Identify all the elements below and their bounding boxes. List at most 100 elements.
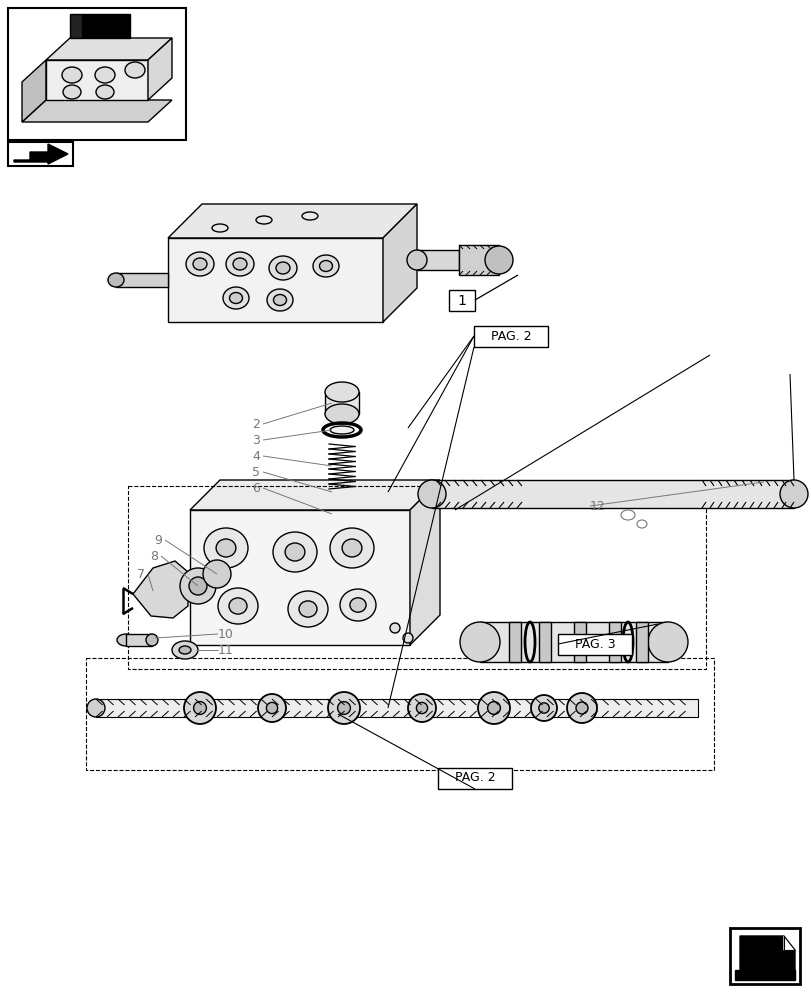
Ellipse shape <box>233 258 247 270</box>
Ellipse shape <box>575 702 587 714</box>
Bar <box>128 486 705 669</box>
Ellipse shape <box>647 622 687 662</box>
Polygon shape <box>739 936 794 970</box>
Ellipse shape <box>180 568 216 604</box>
Ellipse shape <box>62 67 82 83</box>
Ellipse shape <box>225 252 254 276</box>
Ellipse shape <box>484 246 513 274</box>
Text: 9: 9 <box>154 534 162 546</box>
Ellipse shape <box>328 503 355 517</box>
Text: 4: 4 <box>251 450 260 462</box>
Ellipse shape <box>273 294 286 306</box>
Ellipse shape <box>125 62 145 78</box>
Text: 2: 2 <box>251 418 260 430</box>
Ellipse shape <box>329 528 374 568</box>
Ellipse shape <box>460 622 500 662</box>
Polygon shape <box>190 480 440 510</box>
Ellipse shape <box>324 382 358 402</box>
Text: 6: 6 <box>251 482 260 494</box>
Ellipse shape <box>418 480 445 508</box>
Ellipse shape <box>276 262 290 274</box>
Bar <box>508 622 521 662</box>
Polygon shape <box>70 14 82 38</box>
Ellipse shape <box>186 252 214 276</box>
Text: PAG. 3: PAG. 3 <box>574 638 615 650</box>
Bar <box>448 290 474 311</box>
Bar <box>116 273 168 287</box>
Bar <box>635 622 647 662</box>
Ellipse shape <box>230 292 242 304</box>
Ellipse shape <box>566 693 596 723</box>
Polygon shape <box>22 100 172 122</box>
Ellipse shape <box>312 255 338 277</box>
Ellipse shape <box>193 702 206 714</box>
Ellipse shape <box>329 426 354 434</box>
Bar <box>539 622 551 662</box>
Polygon shape <box>82 14 130 38</box>
Polygon shape <box>148 38 172 100</box>
Bar <box>458 245 499 275</box>
Ellipse shape <box>272 532 316 572</box>
Ellipse shape <box>178 646 191 654</box>
Text: 10: 10 <box>217 628 234 641</box>
Ellipse shape <box>217 588 258 624</box>
Ellipse shape <box>328 692 359 724</box>
Text: 12: 12 <box>590 499 605 512</box>
Polygon shape <box>46 60 148 100</box>
Ellipse shape <box>530 695 556 721</box>
Ellipse shape <box>108 273 124 287</box>
Ellipse shape <box>324 404 358 424</box>
Bar <box>8 142 73 166</box>
Ellipse shape <box>407 694 436 722</box>
Polygon shape <box>22 60 46 122</box>
Bar <box>417 250 458 270</box>
Polygon shape <box>46 38 172 60</box>
Ellipse shape <box>268 256 297 280</box>
Polygon shape <box>168 204 417 238</box>
Ellipse shape <box>184 692 216 724</box>
Ellipse shape <box>117 634 135 646</box>
Text: PAG. 2: PAG. 2 <box>490 330 530 342</box>
Bar <box>8 8 186 140</box>
Polygon shape <box>133 561 188 618</box>
Ellipse shape <box>319 260 332 271</box>
Ellipse shape <box>285 543 304 561</box>
Ellipse shape <box>539 703 548 713</box>
Bar <box>608 622 620 662</box>
Ellipse shape <box>779 480 807 508</box>
Ellipse shape <box>216 539 236 557</box>
Polygon shape <box>783 936 794 950</box>
Bar <box>437 768 512 789</box>
Ellipse shape <box>487 702 500 714</box>
Polygon shape <box>168 238 383 322</box>
Ellipse shape <box>288 591 328 627</box>
Ellipse shape <box>189 577 207 595</box>
Ellipse shape <box>266 702 277 714</box>
Ellipse shape <box>350 598 366 612</box>
Ellipse shape <box>172 641 198 659</box>
Bar <box>431 480 793 508</box>
Ellipse shape <box>402 633 413 643</box>
Ellipse shape <box>87 699 105 717</box>
Ellipse shape <box>63 85 81 99</box>
Text: 8: 8 <box>150 550 158 562</box>
Ellipse shape <box>204 528 247 568</box>
Ellipse shape <box>193 258 207 270</box>
Ellipse shape <box>223 287 249 309</box>
Ellipse shape <box>203 560 230 588</box>
Bar <box>324 392 358 414</box>
Ellipse shape <box>96 85 114 99</box>
Ellipse shape <box>95 67 115 83</box>
Ellipse shape <box>267 289 293 311</box>
Text: 3: 3 <box>251 434 260 446</box>
Bar <box>332 510 351 524</box>
Ellipse shape <box>341 539 362 557</box>
Bar <box>474 326 547 347</box>
Polygon shape <box>383 204 417 322</box>
Ellipse shape <box>258 694 285 722</box>
Ellipse shape <box>324 484 358 500</box>
Polygon shape <box>410 480 440 645</box>
Bar <box>479 622 667 662</box>
Bar <box>729 928 799 984</box>
Ellipse shape <box>328 517 355 531</box>
